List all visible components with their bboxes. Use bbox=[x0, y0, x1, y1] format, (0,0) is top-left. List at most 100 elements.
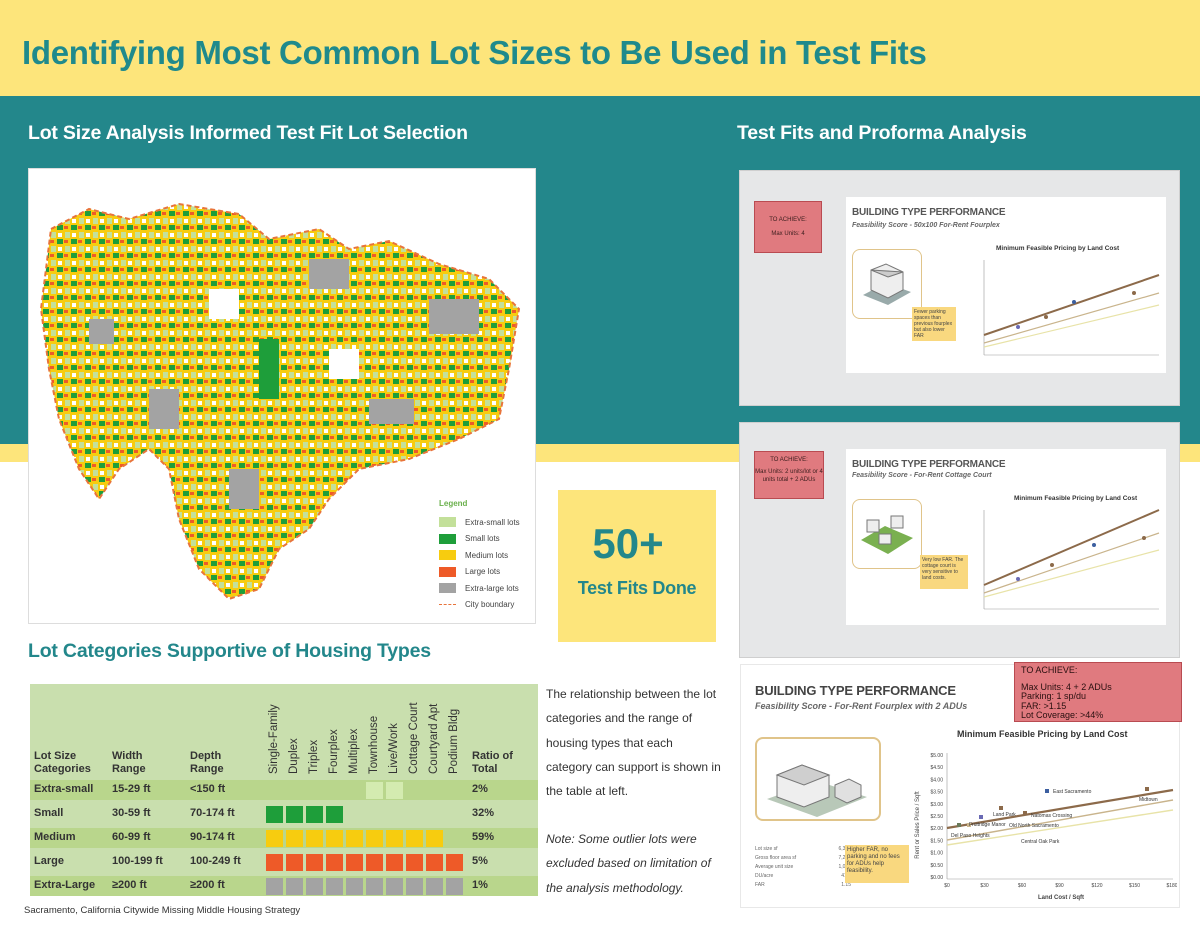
support-cell bbox=[426, 854, 443, 871]
width-cell: 15-29 ft bbox=[112, 783, 151, 795]
chart-title: Minimum Feasible Pricing by Land Cost bbox=[957, 729, 1128, 739]
achieve-title: TO ACHIEVE: bbox=[769, 217, 807, 223]
housing-type-label: Single-Family bbox=[268, 704, 280, 774]
table-row: Extra-small 15-29 ft <150 ft 2% bbox=[30, 780, 538, 800]
stat-value: 7,272 bbox=[838, 854, 851, 863]
legend-swatch-small bbox=[439, 533, 456, 544]
depth-cell: ≥200 ft bbox=[190, 879, 225, 891]
support-cell bbox=[426, 782, 443, 799]
legend-label: Small lots bbox=[465, 534, 500, 544]
y-ticks: $5.00 $4.50 $4.00 $3.50 $3.00 $2.50 $2.00 $1.50… bbox=[930, 753, 943, 881]
ratio-cell: 5% bbox=[472, 855, 488, 867]
chart-title: Minimum Feasible Pricing by Land Cost bbox=[996, 245, 1120, 252]
support-cell bbox=[386, 854, 403, 871]
support-cell bbox=[366, 830, 383, 847]
table-row: Medium 60-99 ft 90-174 ft 59% bbox=[30, 828, 538, 848]
point-marker bbox=[957, 823, 961, 827]
legend-item: Small lots bbox=[439, 531, 535, 548]
depth-cell: 90-174 ft bbox=[190, 831, 235, 843]
section-title-lot-analysis: Lot Size Analysis Informed Test Fit Lot … bbox=[28, 122, 468, 144]
support-cell bbox=[426, 830, 443, 847]
stat-value: 6,300 bbox=[838, 845, 851, 854]
lot-size-map: Legend Extra-small lots Small lots Mediu… bbox=[28, 168, 536, 624]
achieve-box: TO ACHIEVE: Max Units: 4 bbox=[754, 201, 822, 253]
point-marker bbox=[999, 806, 1003, 810]
table-row: Small 30-59 ft 70-174 ft 32% bbox=[30, 804, 538, 824]
map-legend: Legend Extra-small lots Small lots Mediu… bbox=[439, 499, 535, 613]
support-cell bbox=[446, 830, 463, 847]
support-cell bbox=[306, 878, 323, 895]
support-cell bbox=[266, 854, 283, 871]
card-panel: BUILDING TYPE PERFORMANCE Feasibility Sc… bbox=[846, 449, 1166, 625]
point-label: Land Park bbox=[993, 812, 1016, 818]
legend-item: Extra-small lots bbox=[439, 514, 535, 531]
page-title: Identifying Most Common Lot Sizes to Be … bbox=[22, 34, 927, 71]
card-heading: BUILDING TYPE PERFORMANCE bbox=[755, 683, 956, 698]
x-tick-label: $150 bbox=[1129, 883, 1140, 889]
table-description: The relationship between the lot categor… bbox=[546, 687, 721, 799]
header-ratio: Ratio of Total bbox=[472, 750, 513, 775]
housing-type-label: Multiplex bbox=[348, 728, 360, 774]
stat-label: DU/acre bbox=[755, 873, 774, 879]
header-width: Width Range bbox=[112, 750, 146, 775]
fourplex-icon bbox=[863, 263, 911, 305]
achieve-title: TO ACHIEVE: bbox=[770, 457, 808, 463]
point-label: Natomas Crossing bbox=[1031, 813, 1072, 819]
housing-type-header: Multiplex bbox=[346, 690, 364, 774]
cottage-court-icon bbox=[861, 515, 913, 554]
card-heading: BUILDING TYPE PERFORMANCE bbox=[852, 207, 1006, 218]
stat-row: Average unit size 1,083 bbox=[755, 863, 851, 872]
width-cell: 30-59 ft bbox=[112, 807, 151, 819]
legend-swatch-extra-small bbox=[439, 517, 456, 528]
building-illustration bbox=[852, 249, 922, 319]
support-cell bbox=[366, 878, 383, 895]
support-cell bbox=[406, 830, 423, 847]
housing-type-label: Cottage Court bbox=[408, 702, 420, 774]
series-line-tertiary bbox=[946, 809, 1174, 846]
depth-cell: <150 ft bbox=[190, 783, 226, 795]
width-cell: 100-199 ft bbox=[112, 855, 163, 867]
y-tick-label: $0.50 bbox=[930, 863, 943, 869]
support-cell bbox=[366, 854, 383, 871]
legend-item: Medium lots bbox=[439, 547, 535, 564]
table-row: Large 100-199 ft 100-249 ft 5% bbox=[30, 852, 538, 872]
legend-swatch-large bbox=[439, 566, 456, 577]
support-cell bbox=[386, 806, 403, 823]
y-tick-label: $2.50 bbox=[930, 814, 943, 820]
achieve-line: FAR: >1.15 bbox=[1021, 700, 1067, 711]
series-line-primary bbox=[946, 788, 1174, 830]
achieve-box-card-3: TO ACHIEVE: Max Units: 4 + 2 ADUs Parkin… bbox=[1014, 662, 1182, 722]
table-note: Note: Some outlier lots were excluded ba… bbox=[546, 832, 711, 895]
housing-type-label: Townhouse bbox=[368, 715, 380, 774]
x-axis-label: Land Cost / Sqft bbox=[1038, 895, 1084, 901]
y-tick-label: $3.50 bbox=[930, 790, 943, 796]
support-cell bbox=[286, 854, 303, 871]
achieve-line: Max Units: 4 + 2 ADUs bbox=[1021, 681, 1112, 692]
achieve-body: Max Units: 2 units/lot or 4 units total … bbox=[755, 469, 823, 483]
category-cell: Extra-Large bbox=[34, 879, 96, 891]
housing-type-header: Fourplex bbox=[326, 690, 344, 774]
card-panel: BUILDING TYPE PERFORMANCE Feasibility Sc… bbox=[846, 197, 1166, 373]
legend-item: Large lots bbox=[439, 564, 535, 581]
stats-block: Lot size sf 6,300 Gross floor area sf 7,27… bbox=[755, 845, 851, 890]
point-label: Fruitridge Manor bbox=[969, 822, 1006, 828]
housing-type-header: Single-Family bbox=[266, 690, 284, 774]
card-note: Fewer parking spaces than previous fourp… bbox=[912, 307, 956, 341]
housing-type-header: Podium Bldg bbox=[446, 690, 464, 774]
support-cell bbox=[266, 782, 283, 799]
callout-number: 50+ bbox=[592, 520, 664, 567]
y-tick-label: $1.00 bbox=[930, 851, 943, 857]
housing-type-header: Live/Work bbox=[386, 690, 404, 774]
card-subheading: Feasibility Score - For-Rent Fourplex wi… bbox=[755, 701, 968, 711]
legend-label: Large lots bbox=[465, 567, 501, 577]
width-cell: ≥200 ft bbox=[112, 879, 147, 891]
category-cell: Extra-small bbox=[34, 783, 94, 795]
support-cell bbox=[326, 782, 343, 799]
stat-row: FAR 1.15 bbox=[755, 881, 851, 890]
y-tick-label: $5.00 bbox=[930, 753, 943, 759]
legend-swatch-boundary bbox=[439, 604, 456, 606]
housing-type-label: Live/Work bbox=[388, 723, 400, 774]
footer-credit: Sacramento, California Citywide Missing … bbox=[24, 905, 301, 916]
card-heading: BUILDING TYPE PERFORMANCE bbox=[852, 459, 1006, 470]
stat-label: FAR bbox=[755, 882, 765, 888]
